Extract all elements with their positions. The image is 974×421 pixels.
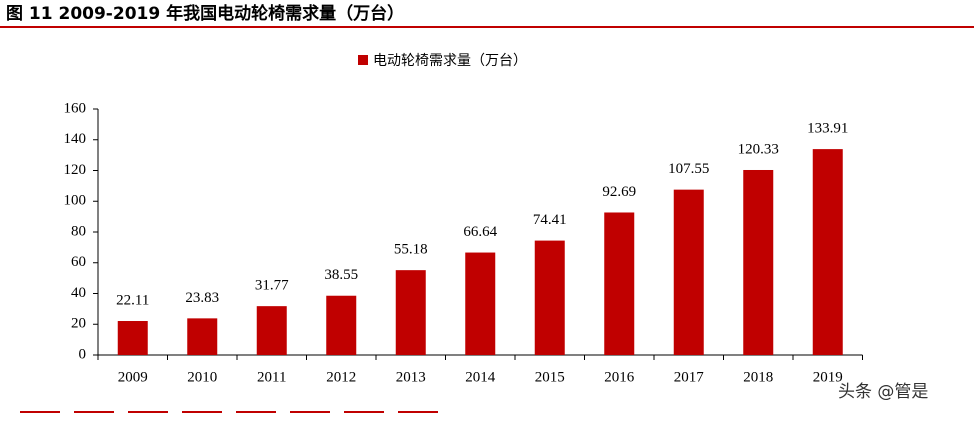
bar [812, 149, 843, 355]
x-tick-label: 2015 [535, 369, 565, 385]
y-tick-label: 60 [71, 254, 86, 270]
y-tick-label: 140 [64, 131, 87, 147]
y-tick-label: 20 [71, 316, 86, 332]
y-tick-label: 80 [71, 223, 86, 239]
data-label: 92.69 [602, 184, 636, 200]
data-label: 133.91 [807, 121, 848, 137]
legend-label: 电动轮椅需求量（万台） [373, 53, 527, 69]
data-label: 31.77 [255, 278, 289, 294]
bar [117, 321, 148, 355]
chart-title: 图 11 2009-2019 年我国电动轮椅需求量（万台） [6, 3, 404, 24]
x-tick-label: 2017 [674, 369, 705, 385]
x-tick-label: 2014 [465, 369, 496, 385]
data-label: 66.64 [463, 224, 497, 240]
legend-swatch [358, 55, 368, 65]
watermark: 头条 @管是 [838, 382, 928, 402]
y-tick-label: 40 [71, 285, 86, 301]
bar [395, 270, 426, 355]
bar [256, 306, 287, 355]
bar [326, 295, 357, 355]
y-tick-label: 160 [64, 100, 87, 116]
data-label: 38.55 [324, 267, 358, 283]
bar [187, 318, 218, 355]
bar [604, 212, 635, 355]
data-label: 22.11 [116, 292, 149, 308]
x-tick-label: 2018 [743, 369, 773, 385]
y-tick-label: 0 [79, 346, 87, 362]
x-tick-label: 2011 [257, 369, 286, 385]
data-label: 120.33 [738, 141, 779, 157]
bar [743, 169, 774, 355]
x-tick-label: 2016 [604, 369, 635, 385]
bar [465, 252, 496, 355]
y-tick-label: 120 [64, 162, 87, 178]
data-label: 23.83 [185, 290, 219, 306]
x-tick-label: 2012 [326, 369, 356, 385]
x-tick-label: 2013 [396, 369, 426, 385]
bar [673, 189, 704, 355]
data-label: 74.41 [533, 212, 567, 228]
x-tick-label: 2010 [187, 369, 217, 385]
bar [534, 240, 565, 355]
data-label: 55.18 [394, 242, 428, 258]
x-tick-label: 2019 [813, 369, 843, 385]
data-label: 107.55 [668, 161, 709, 177]
x-tick-label: 2009 [118, 369, 148, 385]
y-tick-label: 100 [64, 193, 87, 209]
